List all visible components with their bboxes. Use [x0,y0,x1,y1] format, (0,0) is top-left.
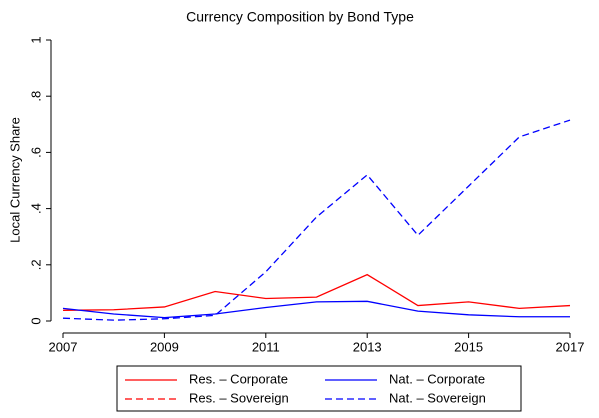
legend-label: Nat. – Sovereign [389,390,486,405]
y-tick-label: .2 [28,259,43,270]
chart-title: Currency Composition by Bond Type [186,9,414,25]
y-tick-label: .6 [28,147,43,158]
x-tick-label: 2009 [150,339,179,354]
y-tick-label: .8 [28,91,43,102]
x-tick-label: 2015 [454,339,483,354]
legend-box [116,365,522,412]
legend-label: Res. – Corporate [189,371,288,386]
series-line [62,273,571,311]
x-tick-label: 2007 [49,339,78,354]
x-tick-label: 2011 [252,339,280,354]
x-tick-label: 2013 [353,339,382,354]
y-tick-label: .4 [28,203,43,214]
y-tick-label: 1 [28,36,43,43]
y-axis-label: Local Currency Share [7,117,22,243]
series-line [62,300,570,319]
legend-label: Nat. – Corporate [389,371,485,386]
x-tick-label: 2017 [556,339,585,354]
series-line [62,119,571,321]
legend-label: Res. – Sovereign [189,390,289,405]
y-tick-label: 0 [28,317,43,324]
